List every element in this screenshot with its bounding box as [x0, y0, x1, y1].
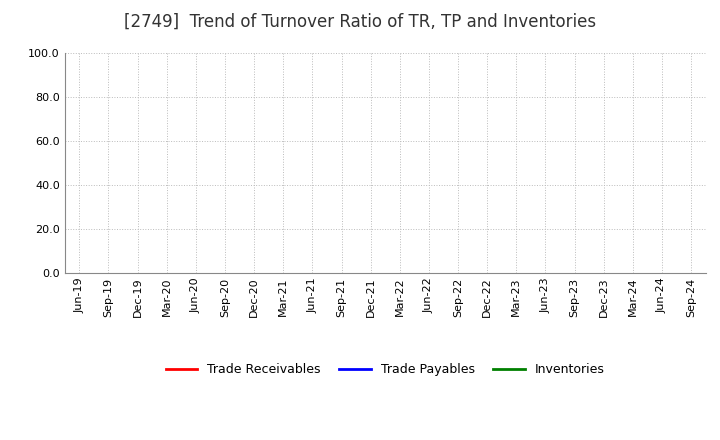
Legend: Trade Receivables, Trade Payables, Inventories: Trade Receivables, Trade Payables, Inven…: [161, 358, 610, 381]
Text: [2749]  Trend of Turnover Ratio of TR, TP and Inventories: [2749] Trend of Turnover Ratio of TR, TP…: [124, 13, 596, 31]
